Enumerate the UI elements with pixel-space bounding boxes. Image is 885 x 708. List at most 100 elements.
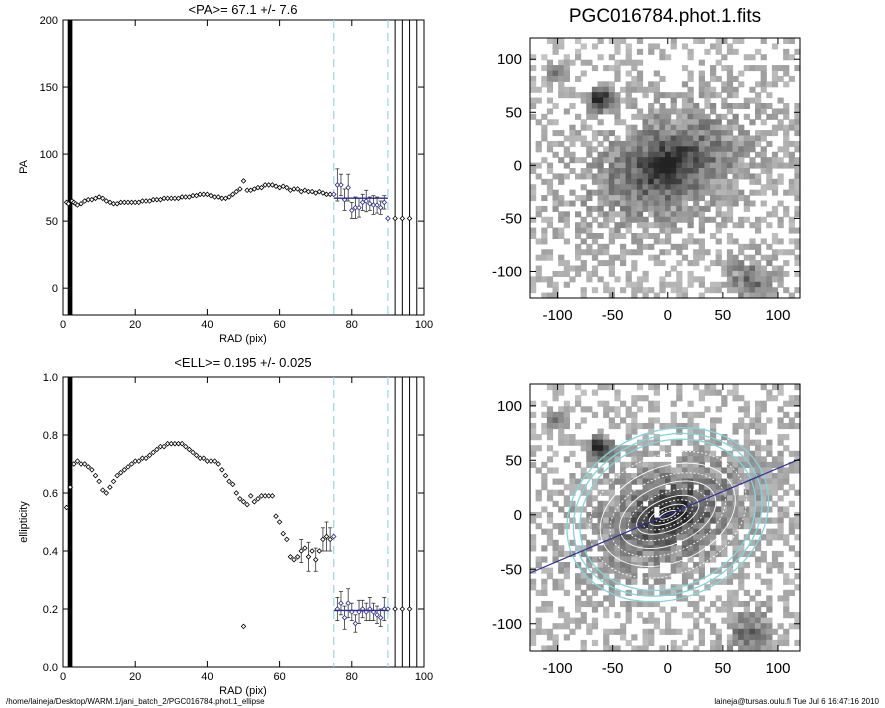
image-pixel bbox=[732, 162, 739, 169]
image-pixel bbox=[636, 184, 644, 191]
image-pixel bbox=[681, 450, 689, 457]
image-pixel bbox=[788, 222, 795, 229]
image-pixel bbox=[620, 500, 627, 507]
image-pixel bbox=[546, 467, 554, 474]
image-pixel bbox=[771, 178, 779, 185]
image-pixel bbox=[693, 528, 700, 535]
image-pixel bbox=[558, 227, 565, 234]
image-pixel bbox=[732, 445, 739, 452]
image-pixel bbox=[620, 168, 627, 175]
image-pixel bbox=[591, 600, 599, 608]
image-pixel bbox=[659, 146, 666, 153]
image-pixel bbox=[608, 500, 615, 507]
image-pixel bbox=[670, 467, 677, 474]
image-pixel bbox=[546, 86, 554, 93]
data-point bbox=[345, 600, 351, 606]
image-pixel bbox=[631, 489, 638, 496]
image-pixel bbox=[653, 623, 660, 630]
image-pixel bbox=[546, 249, 554, 256]
image-pixel bbox=[693, 489, 700, 496]
image-pixel bbox=[710, 528, 717, 535]
image-pixel bbox=[704, 184, 711, 191]
image-pixel bbox=[788, 517, 795, 524]
data-point bbox=[240, 178, 247, 184]
image-pixel bbox=[738, 578, 745, 585]
image-pixel bbox=[586, 600, 593, 608]
data-point bbox=[172, 195, 178, 202]
data-point bbox=[338, 600, 344, 606]
image-pixel bbox=[541, 473, 548, 480]
data-point bbox=[352, 204, 359, 211]
image-pixel bbox=[726, 119, 734, 126]
image-pixel bbox=[738, 523, 745, 530]
image-pixel bbox=[614, 550, 621, 558]
image-pixel bbox=[653, 216, 660, 223]
image-pixel bbox=[665, 534, 672, 541]
image-pixel bbox=[603, 243, 610, 250]
image-pixel bbox=[670, 135, 677, 142]
image-pixel bbox=[794, 178, 801, 185]
image-pixel bbox=[625, 506, 632, 513]
image-pixel bbox=[766, 489, 773, 496]
image-pixel bbox=[546, 189, 554, 196]
image-pixel bbox=[575, 265, 582, 272]
image-pixel bbox=[710, 461, 717, 469]
image-pixel bbox=[642, 216, 649, 223]
image-pixel bbox=[788, 238, 795, 245]
image-pixel bbox=[580, 216, 587, 223]
image-pixel bbox=[575, 478, 582, 485]
image-pixel bbox=[530, 517, 537, 524]
image-pixel bbox=[642, 422, 649, 430]
image-pixel bbox=[726, 439, 734, 446]
image-pixel bbox=[546, 281, 554, 288]
image-pixel bbox=[603, 108, 610, 115]
image-pixel bbox=[659, 260, 666, 267]
image-pixel bbox=[771, 489, 779, 496]
data-point bbox=[197, 455, 203, 461]
image-pixel bbox=[648, 489, 655, 496]
image-pixel bbox=[698, 573, 705, 580]
image-pixel bbox=[771, 162, 779, 169]
image-pixel bbox=[642, 556, 649, 563]
image-pixel bbox=[608, 562, 615, 569]
image-pixel bbox=[732, 135, 739, 142]
image-pixel bbox=[558, 428, 565, 435]
image-pixel bbox=[597, 573, 604, 580]
image-pixel bbox=[620, 567, 627, 574]
image-pixel bbox=[625, 59, 632, 66]
image-pixel bbox=[676, 484, 683, 491]
image-pixel bbox=[558, 195, 565, 202]
image-pixel bbox=[586, 162, 593, 169]
data-point bbox=[377, 614, 384, 621]
image-pixel bbox=[552, 38, 559, 45]
image-pixel bbox=[620, 216, 627, 223]
image-pixel bbox=[710, 450, 717, 457]
image-pixel bbox=[591, 584, 599, 591]
image-pixel bbox=[771, 550, 779, 558]
image-pixel bbox=[597, 97, 604, 104]
image-pixel bbox=[687, 417, 694, 424]
image-pixel bbox=[558, 70, 565, 77]
image-pixel bbox=[760, 65, 767, 72]
image-pixel bbox=[597, 140, 604, 147]
image-pixel bbox=[575, 461, 582, 469]
image-pixel bbox=[597, 567, 604, 574]
image-pixel bbox=[563, 75, 570, 82]
image-pixel bbox=[721, 260, 728, 267]
image-pixel bbox=[631, 450, 638, 457]
position-angle-line bbox=[530, 458, 800, 574]
image-pixel bbox=[698, 211, 705, 218]
image-pixel bbox=[777, 456, 784, 463]
image-pixel bbox=[676, 628, 683, 635]
image-pixel bbox=[535, 162, 542, 169]
image-pixel bbox=[721, 265, 728, 272]
image-pixel bbox=[681, 467, 689, 474]
image-pixel bbox=[541, 422, 548, 430]
image-pixel bbox=[648, 473, 655, 480]
image-pixel bbox=[648, 81, 655, 88]
image-pixel bbox=[530, 428, 537, 435]
image-pixel bbox=[653, 81, 660, 88]
image-pixel bbox=[591, 97, 599, 104]
image-pixel bbox=[665, 184, 672, 191]
image-pixel bbox=[788, 227, 795, 234]
